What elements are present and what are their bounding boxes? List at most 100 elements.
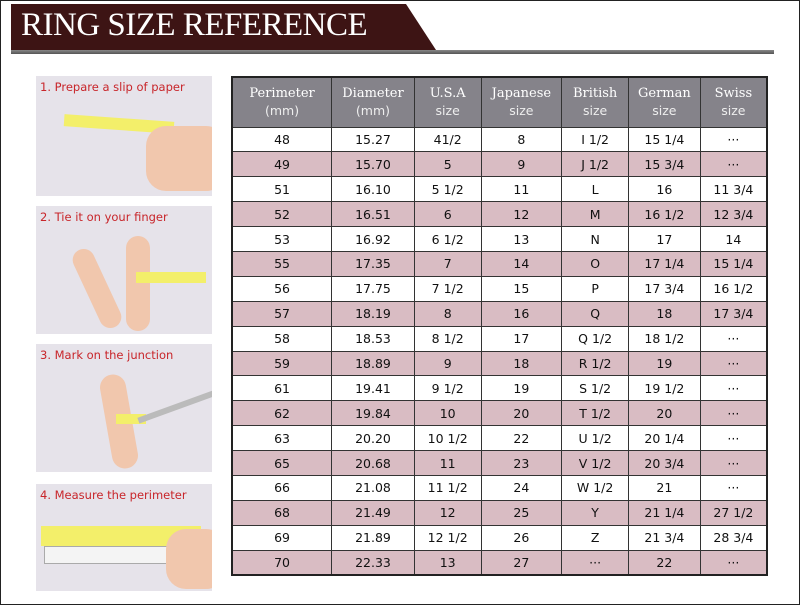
table-cell: 10 xyxy=(413,400,482,427)
table-cell: 11 xyxy=(413,450,482,476)
table-cell: 8 xyxy=(480,126,563,153)
table-row: 55 17.35 7 14 O 17 1/4 15 1/4 xyxy=(231,250,768,277)
table-cell: 65 xyxy=(231,450,333,476)
table-cell: ··· xyxy=(699,126,768,153)
table-row: 56 17.75 7 1/2 15 P 17 3/4 16 1/2 xyxy=(231,275,768,302)
table-cell: I 1/2 xyxy=(561,126,629,153)
table-cell: 12 1/2 xyxy=(413,524,482,551)
table-row: 48 15.27 41/2 8 I 1/2 15 1/4 ··· xyxy=(231,126,768,153)
table-cell: 9 xyxy=(480,151,563,178)
table-cell: 16 1/2 xyxy=(627,201,701,228)
table-cell: 12 xyxy=(413,499,482,526)
table-cell: J 1/2 xyxy=(561,151,629,178)
table-cell: 59 xyxy=(231,350,333,377)
table-cell: 11 1/2 xyxy=(413,474,482,501)
table-cell: 16 xyxy=(627,176,701,203)
table-row: 65 20.68 11 23 V 1/2 20 3/4 ··· xyxy=(231,450,768,476)
table-row: 62 19.84 10 20 T 1/2 20 ··· xyxy=(231,400,768,427)
table-cell: 6 xyxy=(413,201,482,228)
table-cell: ··· xyxy=(699,350,768,377)
pen-image xyxy=(137,390,212,424)
table-cell: P xyxy=(561,275,629,302)
table-cell: 5 xyxy=(413,151,482,178)
table-cell: 22 xyxy=(480,425,563,452)
step-label: 1. Prepare a slip of paper xyxy=(40,80,185,94)
table-cell: 13 xyxy=(413,549,482,576)
header-unit: (mm) xyxy=(265,103,300,119)
step-2-panel: 2. Tie it on your finger xyxy=(36,206,212,334)
table-cell: 12 3/4 xyxy=(699,201,768,228)
table-cell: ··· xyxy=(561,549,629,576)
table-cell: S 1/2 xyxy=(561,375,629,402)
column-header: British size xyxy=(561,76,629,128)
table-cell: 16 1/2 xyxy=(699,275,768,302)
table-cell: U 1/2 xyxy=(561,425,629,452)
table-cell: 66 xyxy=(231,474,333,501)
table-cell: 17 3/4 xyxy=(627,275,701,302)
header-unit: size xyxy=(582,103,608,119)
table-cell: ··· xyxy=(699,375,768,402)
table-cell: 21.89 xyxy=(331,524,415,551)
table-cell: V 1/2 xyxy=(561,450,629,476)
table-cell: 21 1/4 xyxy=(627,499,701,526)
table-cell: 23 xyxy=(480,450,563,476)
table-cell: 20.20 xyxy=(331,425,415,452)
finger-image xyxy=(126,236,150,331)
table-row: 68 21.49 12 25 Y 21 1/4 27 1/2 xyxy=(231,499,768,526)
paper-slip-image xyxy=(41,526,201,546)
table-cell: 20 3/4 xyxy=(627,450,701,476)
table-row: 66 21.08 11 1/2 24 W 1/2 21 ··· xyxy=(231,474,768,501)
table-cell: 18.53 xyxy=(331,325,415,352)
table-cell: O xyxy=(561,250,629,277)
header-unit: size xyxy=(435,103,460,119)
table-cell: 15.70 xyxy=(331,151,415,178)
table-cell: ··· xyxy=(699,474,768,501)
table-cell: L xyxy=(561,176,629,203)
table-cell: 58 xyxy=(231,325,333,352)
table-cell: 16.51 xyxy=(331,201,415,228)
step-3-panel: 3. Mark on the junction xyxy=(36,344,212,472)
table-cell: 27 xyxy=(480,549,563,576)
table-cell: 16 xyxy=(480,300,563,327)
table-cell: 28 3/4 xyxy=(699,524,768,551)
column-header: Japanese size xyxy=(480,76,563,128)
table-cell: M xyxy=(561,201,629,228)
table-row: 51 16.10 5 1/2 11 L 16 11 3/4 xyxy=(231,176,768,203)
table-cell: 19 1/2 xyxy=(627,375,701,402)
table-row: 59 18.89 9 18 R 1/2 19 ··· xyxy=(231,350,768,377)
ring-size-table: Perimeter (mm) Diameter (mm) U.S.A size Japane… xyxy=(231,76,768,577)
paper-slip-image xyxy=(116,414,146,424)
table-cell: ··· xyxy=(699,151,768,178)
table-cell: 11 3/4 xyxy=(699,176,768,203)
table-cell: Y xyxy=(561,499,629,526)
step-label: 3. Mark on the junction xyxy=(40,348,174,362)
table-cell: T 1/2 xyxy=(561,400,629,427)
table-cell: 7 1/2 xyxy=(413,275,482,302)
header-title: Perimeter xyxy=(249,86,315,102)
table-cell: 21.49 xyxy=(331,499,415,526)
table-cell: 61 xyxy=(231,375,333,402)
table-cell: 9 1/2 xyxy=(413,375,482,402)
header-title: Swiss xyxy=(714,86,753,102)
column-header: Swiss size xyxy=(699,76,768,128)
table-cell: 8 1/2 xyxy=(413,325,482,352)
table-cell: 16.92 xyxy=(331,226,415,252)
table-cell: 15.27 xyxy=(331,126,415,153)
table-cell: 17 xyxy=(480,325,563,352)
table-cell: 56 xyxy=(231,275,333,302)
header-title: Japanese xyxy=(491,86,552,102)
table-cell: 25 xyxy=(480,499,563,526)
table-row: 53 16.92 6 1/2 13 N 17 14 xyxy=(231,226,768,252)
step-label: 4. Measure the perimeter xyxy=(40,488,187,502)
table-cell: 18 xyxy=(627,300,701,327)
header-title: British xyxy=(572,86,618,102)
table-cell: 48 xyxy=(231,126,333,153)
title-divider xyxy=(11,50,774,54)
hand-image xyxy=(146,126,212,191)
table-cell: 26 xyxy=(480,524,563,551)
paper-slip-image xyxy=(136,272,206,283)
table-cell: 41/2 xyxy=(413,126,482,153)
table-cell: 19.84 xyxy=(331,400,415,427)
table-cell: 15 1/4 xyxy=(627,126,701,153)
table-cell: 20 1/4 xyxy=(627,425,701,452)
